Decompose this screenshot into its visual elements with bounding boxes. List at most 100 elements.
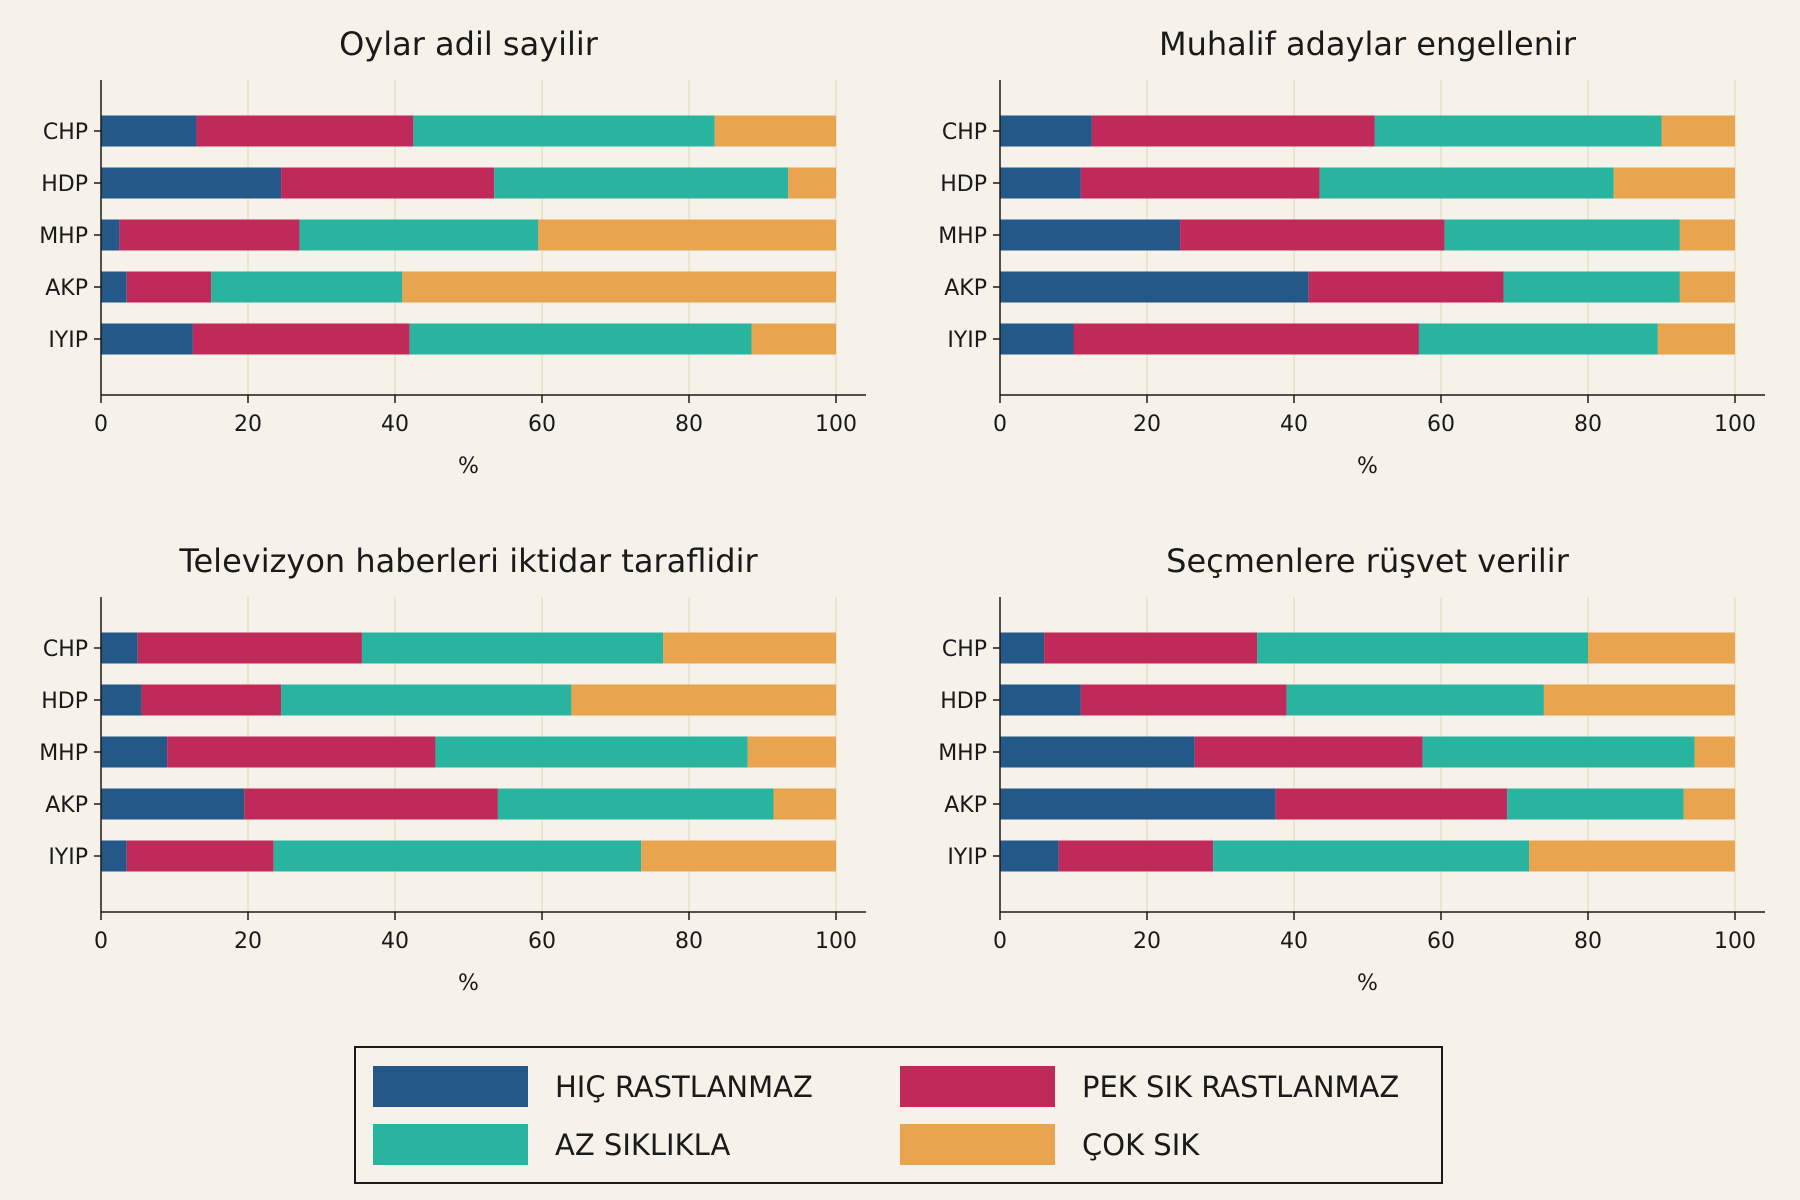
bar-segment-akp-4: [1683, 788, 1735, 820]
bar-segment-chp-2: [1044, 632, 1258, 664]
legend-swatch: [900, 1124, 1055, 1165]
bar-segment-hdp-1: [101, 684, 142, 716]
bar-segment-chp-2: [137, 632, 362, 664]
x-tick-label: 40: [1280, 412, 1308, 437]
bar-segment-mhp-2: [167, 736, 436, 768]
bar-segment-chp-3: [1257, 632, 1588, 664]
bar-segment-iyip-2: [192, 323, 410, 355]
x-tick-label: 100: [815, 929, 857, 954]
bar-segment-mhp-1: [101, 736, 168, 768]
bar-segment-hdp-1: [1000, 167, 1081, 199]
bar-segment-hdp-2: [1080, 684, 1287, 716]
x-tick-label: 40: [381, 412, 409, 437]
x-tick-label: 80: [675, 412, 703, 437]
bar-segment-mhp-3: [1444, 219, 1680, 251]
x-tick-label: 0: [94, 929, 108, 954]
y-tick-label: CHP: [43, 637, 88, 662]
bar-segment-iyip-4: [641, 840, 836, 872]
x-axis-label: %: [1357, 971, 1378, 996]
bar-segment-iyip-3: [1213, 840, 1530, 872]
bar-segment-iyip-3: [1418, 323, 1658, 355]
bar-segment-chp-2: [196, 115, 414, 147]
x-tick-label: 20: [234, 412, 262, 437]
chart-title: Muhalif adaylar engellenir: [1159, 25, 1577, 63]
bar-segment-akp-4: [773, 788, 836, 820]
bar-segment-chp-3: [1374, 115, 1662, 147]
x-tick-label: 100: [1714, 929, 1756, 954]
chart-title: Televizyon haberleri iktidar taraflidir: [178, 542, 758, 580]
bar-segment-akp-2: [126, 271, 212, 303]
legend: HIÇ RASTLANMAZ PEK SIK RASTLANMAZ AZ SIKLI…: [354, 1046, 1443, 1184]
y-tick-label: AKP: [45, 276, 88, 301]
bar-segment-mhp-1: [1000, 219, 1181, 251]
x-tick-label: 0: [993, 412, 1007, 437]
x-tick-label: 60: [1427, 929, 1455, 954]
x-tick-label: 60: [528, 929, 556, 954]
bar-segment-hdp-4: [571, 684, 836, 716]
y-tick-label: AKP: [45, 793, 88, 818]
bar-segment-iyip-2: [1073, 323, 1419, 355]
y-tick-label: MHP: [938, 741, 987, 766]
y-tick-label: MHP: [938, 224, 987, 249]
x-tick-label: 40: [381, 929, 409, 954]
bar-segment-akp-3: [1503, 271, 1680, 303]
x-tick-label: 20: [1133, 929, 1161, 954]
chart-panel-1: Oylar adil sayilir 0 20 40 60 80 100% CHP HDP MHP…: [39, 25, 866, 479]
bar-segment-akp-2: [244, 788, 498, 820]
bar-segment-iyip-3: [273, 840, 642, 872]
bar-segment-akp-1: [101, 271, 127, 303]
bar-segment-chp-1: [1000, 632, 1045, 664]
y-tick-label: CHP: [43, 120, 88, 145]
bar-segment-chp-4: [1588, 632, 1735, 664]
x-tick-label: 80: [1574, 929, 1602, 954]
y-tick-label: CHP: [942, 120, 987, 145]
chart-title: Seçmenlere rüşvet verilir: [1166, 542, 1570, 580]
bar-segment-hdp-3: [1319, 167, 1614, 199]
bar-segment-akp-3: [211, 271, 403, 303]
bar-segment-hdp-2: [1080, 167, 1320, 199]
legend-swatch: [900, 1066, 1055, 1107]
x-tick-label: 0: [993, 929, 1007, 954]
legend-label: ÇOK SIK: [1082, 1128, 1200, 1162]
bar-segment-mhp-2: [119, 219, 300, 251]
bar-segment-hdp-4: [1543, 684, 1735, 716]
bar-segment-hdp-4: [1613, 167, 1735, 199]
y-tick-label: HDP: [41, 689, 88, 714]
bar-segment-akp-3: [1507, 788, 1684, 820]
bar-segment-iyip-2: [126, 840, 274, 872]
legend-swatch: [373, 1124, 528, 1165]
bar-segment-chp-4: [714, 115, 836, 147]
bar-segment-iyip-1: [1000, 840, 1059, 872]
bar-segment-iyip-4: [751, 323, 836, 355]
y-tick-label: MHP: [39, 224, 88, 249]
bar-segment-iyip-4: [1657, 323, 1735, 355]
bar-segment-chp-2: [1091, 115, 1375, 147]
bar-segment-hdp-1: [101, 167, 282, 199]
bar-segment-mhp-3: [1422, 736, 1695, 768]
x-tick-label: 40: [1280, 929, 1308, 954]
x-tick-label: 60: [528, 412, 556, 437]
bar-segment-iyip-1: [1000, 323, 1074, 355]
chart-panel-3: Televizyon haberleri iktidar taraflidir 0…: [39, 542, 866, 996]
x-tick-label: 0: [94, 412, 108, 437]
bar-segment-akp-1: [1000, 788, 1276, 820]
bar-segment-mhp-4: [1694, 736, 1735, 768]
chart-panels: Oylar adil sayilir 0 20 40 60 80 100% CHP HDP MHP…: [39, 25, 1765, 996]
chart-panel-2: Muhalif adaylar engellenir 0 20 40 60 80 100% C…: [938, 25, 1765, 479]
x-tick-label: 80: [675, 929, 703, 954]
x-tick-label: 100: [815, 412, 857, 437]
bar-segment-mhp-1: [1000, 736, 1195, 768]
bar-segment-mhp-1: [101, 219, 120, 251]
bar-segment-chp-4: [1661, 115, 1735, 147]
y-tick-label: CHP: [942, 637, 987, 662]
x-tick-label: 60: [1427, 412, 1455, 437]
bar-segment-mhp-3: [435, 736, 748, 768]
bar-segment-mhp-4: [538, 219, 836, 251]
y-tick-label: IYIP: [947, 845, 987, 870]
bar-segment-chp-3: [413, 115, 715, 147]
x-axis-label: %: [1357, 454, 1378, 479]
x-tick-label: 20: [1133, 412, 1161, 437]
bar-segment-akp-4: [402, 271, 836, 303]
